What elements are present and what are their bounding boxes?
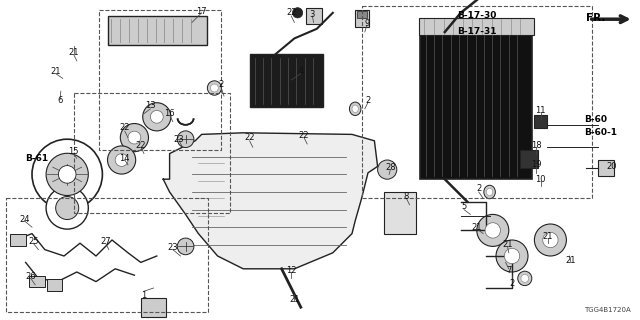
Text: 22: 22 (120, 124, 130, 132)
Text: 21: 21 (543, 232, 553, 241)
Text: 27: 27 (100, 237, 111, 246)
Bar (108, 16, 207, 45)
Text: 21: 21 (68, 48, 79, 57)
Text: 18: 18 (531, 141, 541, 150)
Text: 7: 7 (506, 266, 511, 275)
Text: 17: 17 (196, 7, 207, 16)
Text: 21: 21 (289, 295, 300, 304)
Circle shape (534, 224, 566, 256)
Circle shape (496, 240, 528, 272)
Text: 22: 22 (286, 8, 296, 17)
Circle shape (177, 131, 194, 148)
Circle shape (177, 238, 194, 255)
Bar (74, 93, 230, 213)
Circle shape (120, 124, 148, 152)
Text: B-61: B-61 (26, 154, 49, 163)
Text: 26: 26 (26, 272, 36, 281)
Text: B-60-1: B-60-1 (584, 128, 617, 137)
Circle shape (477, 214, 509, 246)
Bar (357, 11, 367, 18)
Text: 21: 21 (566, 256, 576, 265)
Circle shape (378, 160, 397, 179)
Circle shape (32, 139, 102, 210)
Text: 25: 25 (28, 237, 38, 246)
Text: 5: 5 (461, 202, 467, 211)
Circle shape (58, 166, 76, 183)
Circle shape (504, 248, 520, 264)
Text: 15: 15 (68, 148, 79, 156)
Text: 21: 21 (502, 240, 513, 249)
Bar (47, 279, 62, 291)
Text: TGG4B1720A: TGG4B1720A (584, 307, 630, 313)
Bar (534, 115, 547, 128)
Text: 19: 19 (531, 160, 541, 169)
Text: 13: 13 (145, 101, 156, 110)
Bar (29, 276, 45, 287)
Ellipse shape (207, 81, 221, 95)
Text: 2: 2 (218, 80, 223, 89)
Circle shape (56, 196, 79, 220)
Circle shape (115, 154, 128, 166)
Bar (362, 6, 592, 198)
Bar (6, 198, 208, 312)
Text: 9: 9 (364, 20, 369, 28)
Text: 23: 23 (174, 135, 184, 144)
Text: 3: 3 (310, 10, 315, 19)
Circle shape (108, 146, 136, 174)
Text: 2: 2 (476, 184, 481, 193)
Text: 4: 4 (298, 68, 303, 76)
Text: 12: 12 (286, 266, 296, 275)
Text: B-17-30: B-17-30 (458, 12, 497, 20)
Circle shape (128, 131, 141, 144)
Text: B-60: B-60 (584, 116, 607, 124)
Ellipse shape (518, 271, 532, 285)
Text: 22: 22 (299, 132, 309, 140)
Text: FR.: FR. (586, 12, 605, 23)
Text: 1: 1 (141, 292, 147, 300)
Bar (306, 8, 322, 24)
Text: 23: 23 (168, 244, 178, 252)
Bar (419, 18, 534, 35)
Ellipse shape (211, 84, 218, 92)
Bar (420, 32, 532, 179)
Text: 22: 22 (244, 133, 255, 142)
Text: 16: 16 (164, 109, 175, 118)
Bar (141, 298, 166, 317)
Text: 10: 10 (536, 175, 546, 184)
Circle shape (143, 103, 171, 131)
Text: 28: 28 (385, 164, 396, 172)
Text: 14: 14 (120, 154, 130, 163)
Bar (520, 150, 538, 168)
Ellipse shape (486, 188, 493, 196)
Text: 2: 2 (365, 96, 371, 105)
Text: 8: 8 (404, 192, 409, 201)
Circle shape (292, 8, 303, 18)
Ellipse shape (349, 102, 361, 116)
Text: 6: 6 (58, 96, 63, 105)
Text: B-17-31: B-17-31 (458, 28, 497, 36)
Circle shape (46, 153, 88, 196)
Ellipse shape (352, 105, 358, 113)
Text: 24: 24 (19, 215, 29, 224)
Text: 21: 21 (472, 223, 482, 232)
Bar (598, 160, 614, 176)
Bar (10, 234, 26, 246)
Polygon shape (163, 133, 378, 269)
Text: 11: 11 (536, 106, 546, 115)
Ellipse shape (521, 275, 529, 282)
Text: 22: 22 (136, 141, 146, 150)
Circle shape (543, 232, 558, 248)
Circle shape (150, 110, 163, 123)
Bar (355, 10, 369, 27)
Bar (99, 10, 221, 150)
Circle shape (485, 223, 500, 238)
Ellipse shape (484, 185, 495, 199)
Bar (384, 192, 416, 234)
Bar (250, 54, 323, 107)
Text: 21: 21 (51, 68, 61, 76)
Text: 20: 20 (606, 162, 616, 171)
Text: 2: 2 (509, 279, 515, 288)
Circle shape (46, 187, 88, 229)
